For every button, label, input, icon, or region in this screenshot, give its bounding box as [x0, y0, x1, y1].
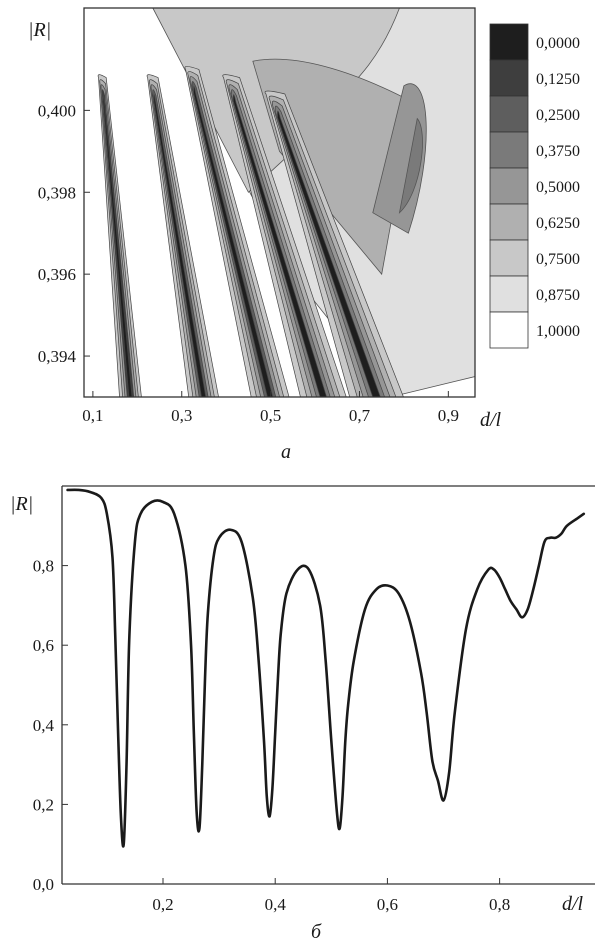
y-tick-label: 0,0 [33, 875, 54, 894]
legend-swatch [489, 131, 529, 169]
y-tick-label: 0,400 [38, 101, 76, 120]
y-tick-label: 0,2 [33, 795, 54, 814]
contour-band [274, 105, 385, 397]
legend-label: 0,2500 [536, 107, 580, 124]
x-tick-label: 0,5 [260, 406, 281, 425]
panel-b: 0,2 0,4 0,6 0,8 0,0 0,2 0,4 0,6 0,8 |R| d/l б [10, 485, 595, 943]
panel-a-xlabel: d/l [480, 409, 502, 431]
x-tick-label: 0,3 [171, 406, 192, 425]
y-tick-label: 0,396 [38, 265, 76, 284]
panel-b-label: б [311, 921, 322, 943]
y-tick-label: 0,4 [33, 716, 55, 735]
panel-a-frame [83, 7, 476, 398]
y-tick-label: 0,6 [33, 636, 54, 655]
panel-b-xlabel: d/l [562, 893, 584, 915]
legend-label: 0,7500 [536, 251, 580, 268]
panel-b-ticks: 0,2 0,4 0,6 0,8 0,0 0,2 0,4 0,6 0,8 [33, 557, 510, 914]
contour-region [398, 117, 423, 214]
legend-swatch [489, 59, 529, 97]
legend-swatch [489, 203, 529, 241]
x-tick-label: 0,7 [349, 406, 371, 425]
contour-band [191, 81, 277, 397]
panel-a-ticks: 0,1 0,3 0,5 0,7 0,9 0,394 0,396 0,398 0,400 [38, 101, 459, 425]
contour-band [233, 94, 327, 397]
legend-label: 0,6250 [536, 215, 580, 232]
panel-a-legend: 0,0000 0,1250 0,2500 0,3750 0,5000 0,6250 0,75… [489, 23, 580, 349]
x-tick-label: 0,2 [152, 895, 173, 914]
legend-label: 0,8750 [536, 287, 580, 304]
legend-label: 0,3750 [536, 143, 580, 160]
legend-swatch [489, 95, 529, 133]
legend-swatch [489, 239, 529, 277]
legend-label: 1,0000 [536, 323, 580, 340]
panel-a-contours [97, 8, 475, 397]
contour-band [153, 94, 207, 397]
contour-band [231, 89, 331, 397]
legend-label: 0,5000 [536, 179, 580, 196]
x-tick-label: 0,8 [489, 895, 510, 914]
x-tick-label: 0,9 [438, 406, 459, 425]
legend-label: 0,0000 [536, 35, 580, 52]
legend-swatch [489, 23, 529, 61]
panel-a-label: а [281, 441, 291, 463]
x-tick-label: 0,4 [265, 895, 287, 914]
panel-b-ylabel: |R| [10, 493, 33, 515]
legend-label: 0,1250 [536, 71, 580, 88]
panel-b-series-line [66, 488, 586, 848]
panel-a-ylabel: |R| [28, 19, 51, 41]
x-tick-label: 0,6 [377, 895, 398, 914]
legend-swatch [489, 311, 529, 349]
y-tick-label: 0,394 [38, 347, 77, 366]
y-tick-label: 0,398 [38, 183, 76, 202]
x-tick-label: 0,1 [82, 406, 103, 425]
legend-swatch [489, 167, 529, 205]
contour-band [102, 94, 133, 397]
contour-band [193, 86, 274, 397]
contour-region [372, 83, 427, 234]
legend-swatch [489, 275, 529, 313]
contour-band [277, 110, 381, 397]
y-tick-label: 0,8 [33, 557, 54, 576]
